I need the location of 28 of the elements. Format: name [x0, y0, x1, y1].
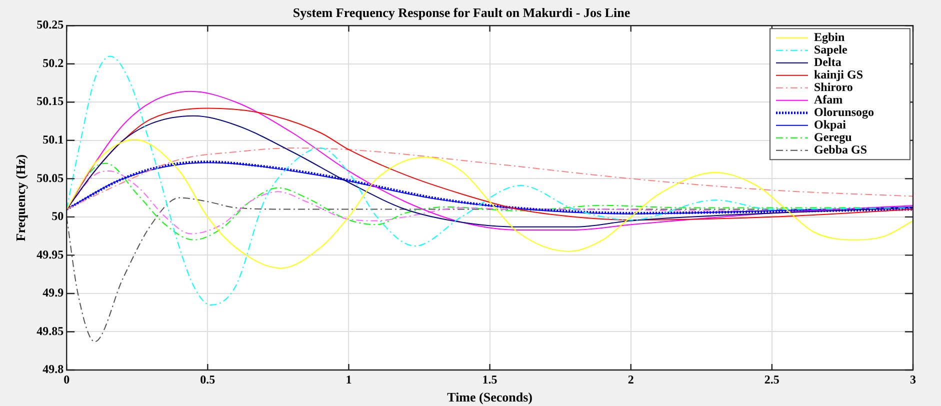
x-tick-label: 0.5 — [200, 372, 216, 386]
legend-label: kainji GS — [814, 67, 864, 82]
x-tick-label: 2.5 — [764, 372, 780, 386]
x-axis-title: Time (Seconds) — [447, 390, 532, 405]
y-tick-label: 49.95 — [36, 247, 64, 262]
y-tick-label: 49.8 — [42, 362, 64, 376]
y-tick-label: 49.85 — [36, 324, 64, 338]
y-tick-label: 50 — [52, 209, 64, 224]
x-tick-label: 1 — [346, 372, 352, 386]
legend-label: Delta — [814, 54, 842, 69]
y-tick-label: 50.1 — [42, 132, 64, 146]
x-tick-label: 0 — [64, 372, 70, 386]
y-tick-label: 49.9 — [42, 286, 64, 300]
y-tick-label: 50.05 — [36, 170, 64, 185]
legend-label: Afam — [814, 92, 843, 106]
legend-label: Shiroro — [814, 80, 853, 94]
x-tick-label: 3 — [910, 372, 916, 386]
x-tick-label: 2 — [628, 372, 634, 386]
y-tick-label: 50.15 — [36, 94, 64, 108]
legend-label: Olorunsogo — [814, 104, 874, 119]
legend-label: Geregu — [814, 130, 852, 144]
y-axis-title: Frequency (Hz) — [13, 154, 28, 242]
y-tick-label: 50.2 — [42, 56, 64, 70]
x-tick-label: 1.5 — [482, 372, 498, 386]
legend-label: Okpai — [814, 117, 847, 132]
legend-label: Egbin — [814, 30, 846, 44]
y-tick-label: 50.25 — [36, 18, 64, 32]
chart-title: System Frequency Response for Fault on Makurdi - Jos Line — [292, 5, 630, 20]
